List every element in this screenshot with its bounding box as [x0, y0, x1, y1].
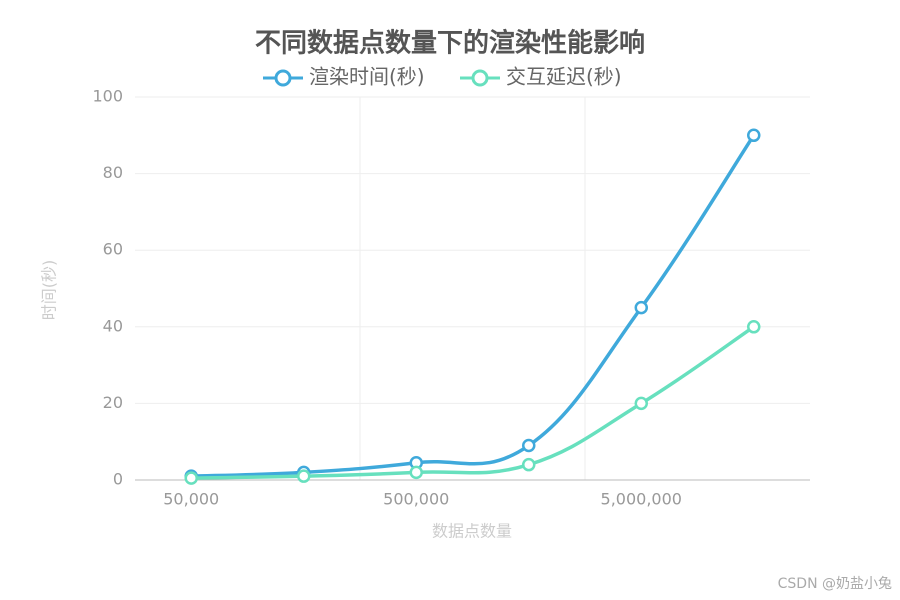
chart-title: 不同数据点数量下的渲染性能影响 — [255, 28, 645, 59]
y-tick-label: 80 — [103, 163, 123, 182]
data-point — [747, 320, 761, 334]
watermark: CSDN @奶盐小兔 — [778, 576, 892, 592]
legend-label: 渲染时间(秒) — [309, 65, 425, 89]
data-point — [634, 396, 648, 411]
y-tick-label: 0 — [113, 470, 123, 489]
y-tick-label: 100 — [92, 87, 123, 106]
data-point — [184, 471, 198, 485]
series-line — [191, 325, 755, 480]
y-tick-label: 60 — [103, 240, 123, 259]
x-tick-label: 500,000 — [383, 490, 449, 509]
series-line — [191, 134, 756, 478]
legend-label: 交互延迟(秒) — [506, 65, 622, 89]
x-tick-label: 5,000,000 — [601, 490, 682, 509]
data-point — [297, 469, 311, 483]
legend-marker — [274, 69, 292, 87]
data-point — [522, 438, 536, 453]
x-axis-label: 数据点数量 — [432, 522, 512, 541]
data-point — [522, 457, 536, 472]
legend-marker — [471, 69, 489, 87]
y-tick-label: 20 — [103, 393, 123, 412]
data-point — [634, 300, 648, 315]
x-tick-label: 50,000 — [163, 490, 219, 509]
y-axis-label: 时间(秒) — [40, 260, 59, 321]
data-point — [747, 128, 761, 143]
data-point — [409, 465, 423, 480]
y-tick-label: 40 — [103, 316, 123, 335]
